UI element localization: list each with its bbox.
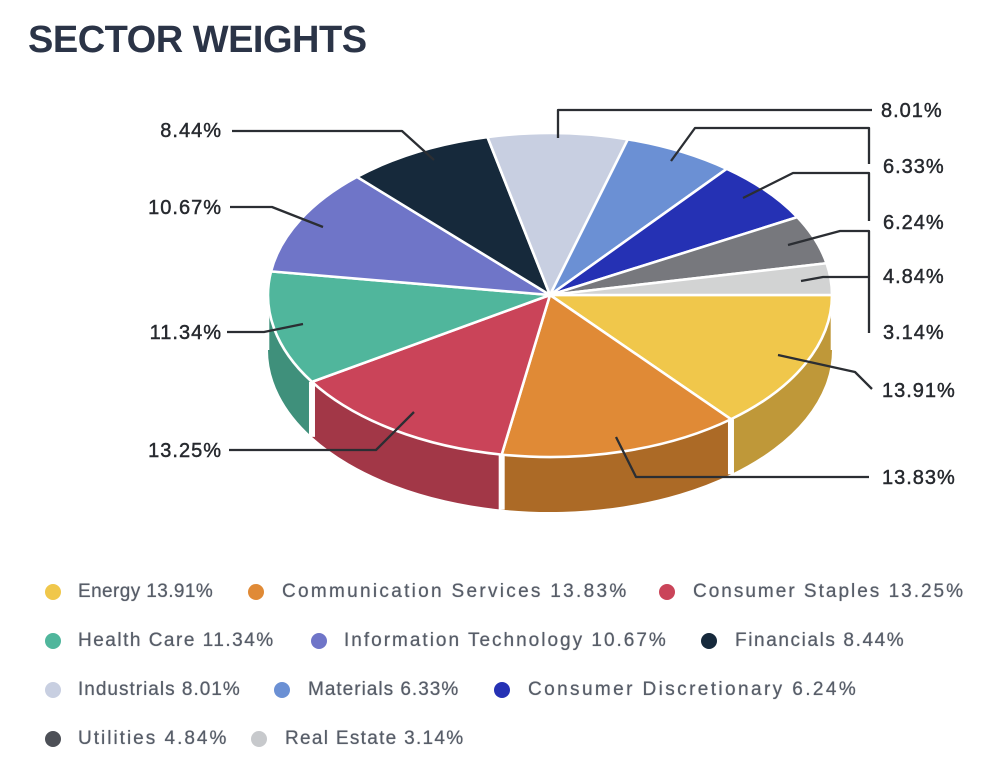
svg-text:13.83%: 13.83% [882,467,956,489]
svg-text:6.24%: 6.24% [883,212,945,234]
svg-text:10.67%: 10.67% [148,197,222,219]
svg-text:11.34%: 11.34% [150,322,222,344]
svg-text:8.44%: 8.44% [160,120,222,142]
svg-text:6.33%: 6.33% [883,156,945,178]
svg-text:4.84%: 4.84% [883,266,945,288]
svg-text:13.91%: 13.91% [882,380,956,402]
svg-text:13.25%: 13.25% [148,440,222,462]
svg-text:3.14%: 3.14% [883,322,945,344]
svg-text:8.01%: 8.01% [881,100,943,122]
